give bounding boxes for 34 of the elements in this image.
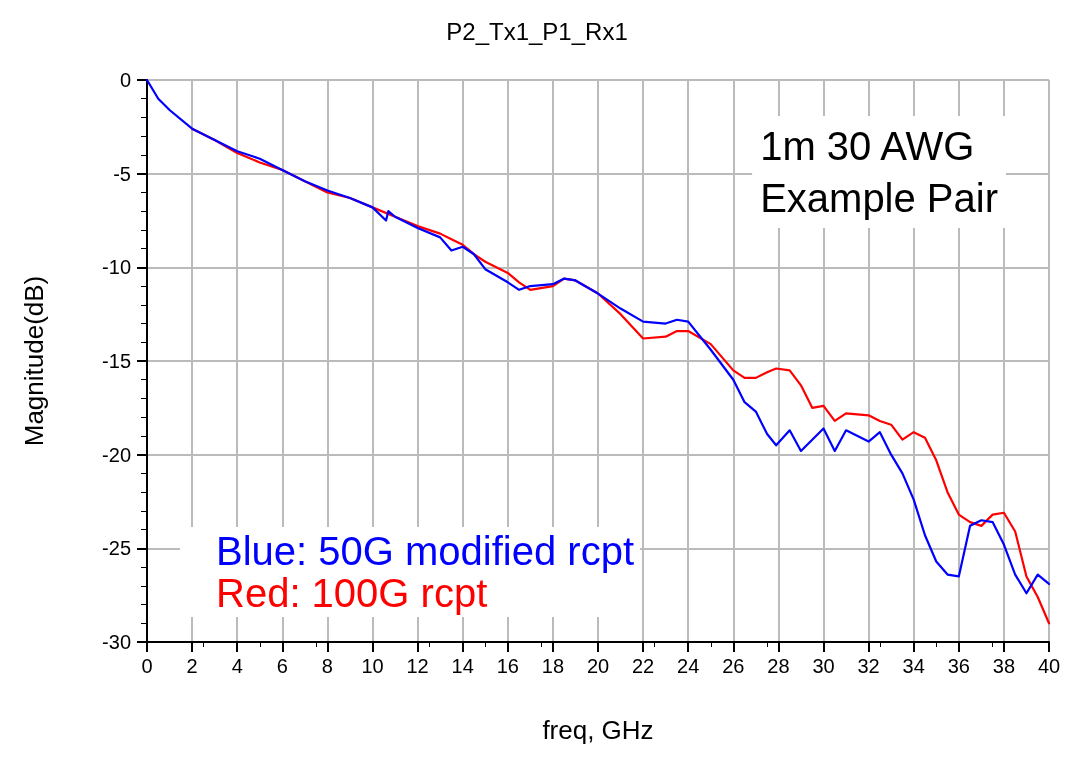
y-axis-title: Magnitude(dB) [19, 275, 49, 447]
x-tick-label: 22 [631, 655, 655, 677]
x-tick-label: 6 [276, 655, 288, 677]
x-tick-label: 38 [992, 655, 1016, 677]
x-tick-label: 4 [231, 655, 243, 677]
x-tick-label: 2 [186, 655, 198, 677]
x-tick-label: 10 [361, 655, 384, 677]
x-tick-label: 28 [767, 655, 790, 677]
x-tick-label: 34 [902, 655, 925, 677]
y-tick-label: -15 [102, 350, 131, 372]
x-tick-label: 14 [451, 655, 474, 677]
y-tick-label: -20 [102, 443, 131, 466]
x-tick-label: 12 [406, 655, 429, 677]
x-tick-label: 36 [947, 655, 970, 677]
annotation: 1m 30 AWG Example Pair [760, 124, 998, 220]
chart-title: P2_Tx1_P1_Rx1 [446, 17, 628, 45]
x-tick-label: 18 [541, 655, 565, 677]
x-tick-label: 16 [496, 655, 519, 677]
y-tick-label: -30 [102, 631, 131, 653]
y-tick-label: -10 [102, 256, 131, 279]
x-tick-label: 24 [677, 655, 700, 677]
text: Blue: 50G modified rcpt [216, 529, 634, 573]
x-axis-title: freq, GHz [542, 715, 654, 745]
text: Red: 100G rcpt [216, 571, 488, 615]
x-tick-label: 32 [857, 655, 880, 677]
y-tick-label: -25 [102, 537, 131, 560]
x-tick-label: 8 [321, 655, 333, 677]
x-tick-label: 30 [812, 655, 835, 677]
x-tick-label: 40 [1037, 655, 1061, 677]
y-tick-label: 0 [119, 69, 131, 91]
y-tick-label: -5 [113, 162, 131, 185]
x-tick-label: 0 [141, 655, 153, 677]
x-tick-label: 26 [722, 655, 745, 677]
x-tick-label: 20 [586, 655, 610, 677]
